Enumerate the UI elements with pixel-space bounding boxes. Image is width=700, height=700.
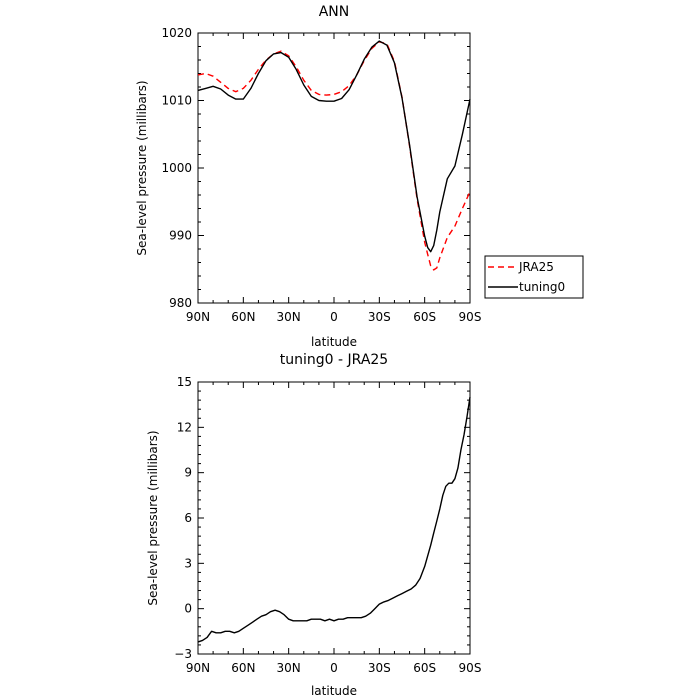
bottom-x-tick-label: 30S bbox=[368, 661, 391, 675]
bottom-series-line-diff bbox=[197, 396, 471, 643]
top-x-tick-label: 60N bbox=[231, 310, 255, 324]
bottom-series-lines bbox=[197, 396, 471, 643]
bottom-y-axis-title: Sea-level pressure (millibars) bbox=[146, 430, 160, 605]
bottom-x-tick-label: 60N bbox=[231, 661, 255, 675]
bottom-plot-frame bbox=[197, 381, 471, 655]
top-x-tick-label: 60S bbox=[413, 310, 436, 324]
bottom-panel-title: tuning0 - JRA25 bbox=[280, 352, 388, 368]
bottom-x-tick-label: 30N bbox=[277, 661, 301, 675]
bottom-x-tick-label: 90S bbox=[459, 661, 482, 675]
bottom-y-tick-label: 6 bbox=[184, 511, 192, 525]
top-panel-title: ANN bbox=[319, 4, 350, 20]
top-y-tick-label: 1020 bbox=[161, 26, 192, 40]
legend-label-jra25: JRA25 bbox=[518, 260, 554, 274]
top-y-tick-label: 1010 bbox=[161, 94, 192, 108]
bottom-y-tick-label: 3 bbox=[184, 556, 192, 570]
top-axis-ticks: 90N 60N 30N 0 30S 60S 90S 980 990 1000 1010 1020 bbox=[161, 26, 481, 324]
bottom-y-tick-label: 9 bbox=[184, 466, 192, 480]
top-panel: ANN 90N 60N 30N 0 30S 60S 90S 980 990 1000 1010 102… bbox=[135, 4, 584, 349]
top-y-tick-label: 1000 bbox=[161, 161, 192, 175]
top-x-tick-label: 30S bbox=[368, 310, 391, 324]
top-x-axis-title: latitude bbox=[311, 335, 357, 349]
top-y-tick-label: 990 bbox=[169, 229, 192, 243]
bottom-y-tick-label: 12 bbox=[177, 420, 192, 434]
legend: JRA25 tuning0 bbox=[484, 255, 584, 299]
top-series-lines bbox=[197, 40, 471, 271]
legend-box bbox=[484, 255, 584, 299]
bottom-x-tick-label: 0 bbox=[330, 661, 338, 675]
bottom-y-tick-label: 0 bbox=[184, 602, 192, 616]
bottom-y-tick-label: 15 bbox=[177, 375, 192, 389]
top-y-axis-title: Sea-level pressure (millibars) bbox=[135, 80, 149, 255]
bottom-x-tick-label: 60S bbox=[413, 661, 436, 675]
top-x-tick-label: 0 bbox=[330, 310, 338, 324]
bottom-x-tick-label: 90N bbox=[186, 661, 210, 675]
top-x-tick-label: 90N bbox=[186, 310, 210, 324]
bottom-panel: tuning0 - JRA25 90N 60N 30N 0 30S 60S 90S −3 0 3 6… bbox=[146, 352, 481, 698]
bottom-y-tick-label: −3 bbox=[174, 647, 192, 661]
top-y-tick-label: 980 bbox=[169, 296, 192, 310]
top-series-line-jra25 bbox=[197, 41, 471, 271]
top-x-tick-label: 30N bbox=[277, 310, 301, 324]
top-x-tick-label: 90S bbox=[459, 310, 482, 324]
top-series-line-tuning0 bbox=[197, 40, 471, 253]
bottom-x-axis-title: latitude bbox=[311, 684, 357, 698]
legend-label-tuning0: tuning0 bbox=[519, 280, 565, 294]
bottom-axis-ticks: 90N 60N 30N 0 30S 60S 90S −3 0 3 6 9 12 15 bbox=[174, 375, 481, 675]
